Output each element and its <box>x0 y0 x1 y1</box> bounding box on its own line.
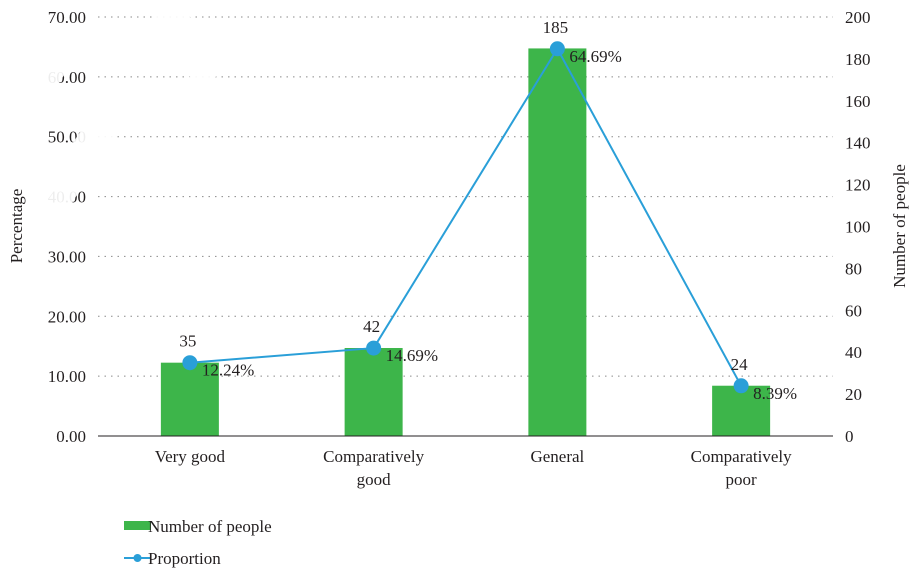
bar <box>344 348 403 436</box>
legend-bar-label: Number of people <box>148 517 272 536</box>
right-axis-title: Number of people <box>890 164 909 288</box>
category-label: Comparatively good <box>323 447 425 489</box>
left-tick-label: 30.00 <box>48 247 86 266</box>
right-tick-label: 140 <box>845 134 871 153</box>
legend-line-label: Proportion <box>148 549 221 568</box>
right-tick-label: 160 <box>845 92 871 111</box>
right-tick-label: 20 <box>845 385 862 404</box>
left-tick-label: 20.00 <box>48 307 86 326</box>
proportion-value-label: 64.69% <box>569 47 621 66</box>
bar-series <box>160 48 771 437</box>
proportion-value-label: 14.69% <box>386 346 438 365</box>
line-marker <box>549 41 565 57</box>
left-tick-label: 0.00 <box>56 427 86 446</box>
legend-bar-swatch <box>124 521 151 530</box>
left-tick-label: 10.00 <box>48 367 86 386</box>
legend-line-marker <box>133 554 142 562</box>
proportion-line <box>189 46 743 387</box>
category-label: General <box>530 447 584 466</box>
left-axis-title: Percentage <box>7 189 26 264</box>
watermark <box>0 0 252 236</box>
x-axis-categories: Very good Comparatively good General Compara… <box>155 447 792 489</box>
bar-value-label: 185 <box>543 18 569 37</box>
line-series <box>182 41 749 394</box>
line-marker <box>733 378 749 394</box>
category-label: Very good <box>155 447 226 466</box>
left-tick-label: 70.00 <box>48 8 86 27</box>
bar-value-label: 35 <box>179 332 196 351</box>
bar-value-label: 24 <box>731 355 749 374</box>
legend: Number of people Proportion <box>124 517 272 568</box>
proportion-value-label: 8.39% <box>753 384 797 403</box>
right-tick-label: 40 <box>845 343 862 362</box>
gridlines <box>98 16 833 377</box>
bar <box>160 362 219 436</box>
category-label: Comparatively poor <box>691 447 793 489</box>
line-marker <box>182 355 198 371</box>
proportion-value-label: 12.24% <box>202 361 254 380</box>
bar <box>712 385 771 436</box>
bar <box>528 48 587 437</box>
data-labels: 35 42 185 24 12.24% 14.69% 64.69% 8.39% <box>179 18 797 403</box>
right-tick-label: 180 <box>845 50 871 69</box>
right-tick-label: 100 <box>845 218 871 237</box>
line-marker <box>366 340 382 356</box>
right-tick-label: 200 <box>845 8 871 27</box>
right-tick-label: 120 <box>845 176 871 195</box>
right-tick-label: 80 <box>845 259 862 278</box>
right-tick-label: 60 <box>845 301 862 320</box>
bar-value-label: 42 <box>363 317 380 336</box>
right-axis-ticks: 0 20 40 60 80 100 120 140 160 180 200 <box>845 8 871 446</box>
right-tick-label: 0 <box>845 427 854 446</box>
